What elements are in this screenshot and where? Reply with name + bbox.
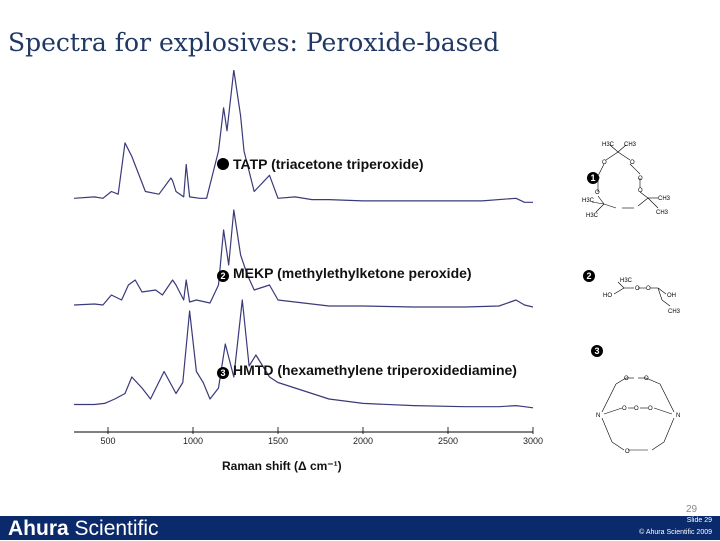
- hmtd-atom-label: N: [676, 413, 680, 419]
- series-label-hmtd: 3 HMTD (hexamethylene triperoxidediamine): [217, 362, 517, 379]
- slide-title: Spectra for explosives: Peroxide-based: [8, 28, 500, 57]
- mekp-atom-label: O: [646, 286, 651, 292]
- mekp-atom-label: OH: [667, 293, 676, 299]
- hmtd-atom-label: O: [625, 449, 630, 455]
- mekp-atom-label: CH3: [668, 309, 681, 315]
- hmtd-atom-label: O: [648, 406, 653, 412]
- tatp-atom-label: O: [595, 176, 600, 182]
- x-tick-label: 500: [100, 436, 115, 446]
- series-label-tatp: TATP (triacetone triperoxide): [217, 156, 424, 172]
- structure-number-tatp: 1: [587, 172, 599, 184]
- tatp-atom-label: O: [638, 188, 643, 194]
- hmtd-atom-label: O: [634, 406, 639, 412]
- tatp-atom-label: CH3: [656, 210, 669, 216]
- page-number: 29: [686, 504, 698, 515]
- x-tick-label: 2000: [353, 436, 373, 446]
- tatp-atom-label: H3C: [602, 142, 615, 148]
- tatp-structure: H3C CH3 O O O O O O H3C CH3 H3C CH3: [582, 142, 671, 219]
- series-marker-tatp: [217, 158, 229, 170]
- tatp-atom-label: H3C: [586, 213, 599, 219]
- tatp-atom-label: O: [630, 160, 635, 166]
- hmtd-atom-label: O: [644, 376, 649, 382]
- raman-spectra-chart: 500 1000 1500 2000 2500 3000 Raman shift (Δ cm…: [73, 70, 543, 473]
- x-tick-label: 1000: [183, 436, 203, 446]
- tatp-atom-label: O: [595, 190, 600, 196]
- hmtd-structure: O O O O O O N N: [596, 376, 680, 455]
- tatp-atom-label: H3C: [582, 198, 595, 204]
- x-tick-label: 3000: [523, 436, 543, 446]
- spectrum-line-tatp: [73, 70, 533, 203]
- tatp-atom-label: CH3: [624, 142, 637, 148]
- hmtd-atom-label: O: [622, 406, 627, 412]
- hmtd-atom-label: O: [624, 376, 629, 382]
- structure-number-hmtd: 3: [591, 345, 603, 357]
- tatp-atom-label: O: [602, 160, 607, 166]
- tatp-atom-label: CH3: [658, 196, 671, 202]
- series-marker-hmtd: 3: [217, 367, 229, 379]
- series-marker-mekp: 2: [217, 270, 229, 282]
- spectrum-line-hmtd: [74, 299, 534, 409]
- series-label-mekp: 2 MEKP (methylethylketone peroxide): [217, 265, 472, 282]
- copyright-notice: © Ahura Scientific 2009: [639, 529, 712, 536]
- mekp-atom-label: O: [635, 286, 640, 292]
- mekp-structure: H3C HO O O OH CH3: [603, 278, 681, 315]
- tatp-atom-label: O: [638, 176, 643, 182]
- slide-number: Slide 29: [686, 517, 712, 524]
- structure-number-mekp: 2: [583, 270, 595, 282]
- mekp-atom-label: H3C: [620, 278, 633, 284]
- footer-bar: Ahura Scientific Slide 29 © Ahura Scient…: [0, 516, 720, 540]
- company-logo: Ahura Scientific: [8, 517, 159, 540]
- hmtd-atom-label: N: [596, 413, 600, 419]
- x-tick-label: 1500: [268, 436, 288, 446]
- x-tick-label: 2500: [438, 436, 458, 446]
- spectrum-line-mekp: [73, 209, 534, 308]
- mekp-atom-label: HO: [603, 293, 612, 299]
- x-axis-label: Raman shift (Δ cm⁻¹): [222, 459, 342, 473]
